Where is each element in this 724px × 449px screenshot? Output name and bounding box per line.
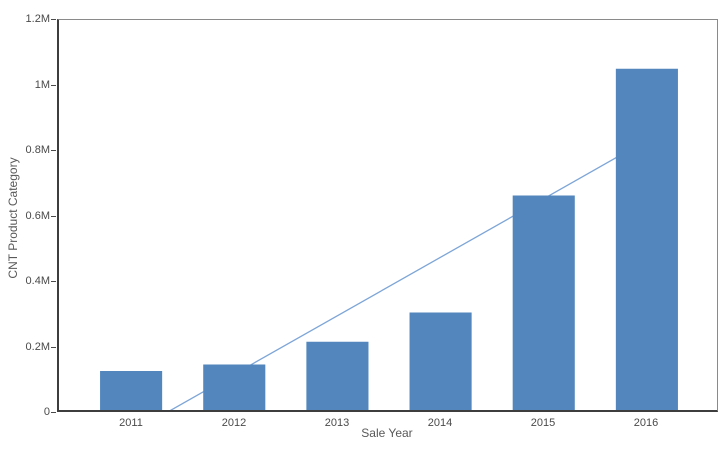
y-tick-label-0.8M: 0.8M bbox=[25, 144, 50, 156]
x-axis-title: Sale Year bbox=[361, 426, 413, 440]
y-tick-label-0: 0 bbox=[43, 406, 50, 418]
plot-canvas bbox=[100, 68, 678, 411]
x-tick-label-2011: 2011 bbox=[119, 417, 143, 429]
y-tick-mark bbox=[51, 346, 56, 348]
bar-2011[interactable] bbox=[100, 371, 163, 410]
x-tick-label-2012: 2012 bbox=[221, 417, 247, 429]
plot-area bbox=[57, 19, 718, 412]
x-tick-label-2014: 2014 bbox=[427, 417, 453, 429]
y-tick-label-1M: 1M bbox=[34, 78, 50, 91]
y-tick-mark bbox=[51, 281, 56, 282]
y-tick-label-1.2M: 1.2M bbox=[25, 13, 50, 25]
y-tick-mark bbox=[51, 412, 56, 413]
y-tick-mark bbox=[51, 215, 56, 217]
x-tick-label-2015: 2015 bbox=[530, 417, 556, 429]
y-tick-mark bbox=[51, 84, 56, 86]
y-tick-label-0.6M: 0.6M bbox=[25, 209, 50, 222]
bar-2014[interactable] bbox=[409, 312, 472, 411]
bar-2013[interactable] bbox=[306, 341, 369, 410]
x-tick-label-2016: 2016 bbox=[633, 417, 659, 429]
y-tick-label-0.4M: 0.4M bbox=[25, 275, 50, 287]
x-tick-label-2013: 2013 bbox=[324, 417, 350, 429]
bar-2012[interactable] bbox=[203, 364, 266, 411]
y-tick-mark bbox=[51, 19, 56, 20]
bar-2015[interactable] bbox=[512, 195, 575, 411]
bar-2016[interactable] bbox=[615, 68, 678, 410]
y-tick-label-0.2M: 0.2M bbox=[25, 340, 50, 353]
y-tick-mark bbox=[51, 150, 56, 151]
